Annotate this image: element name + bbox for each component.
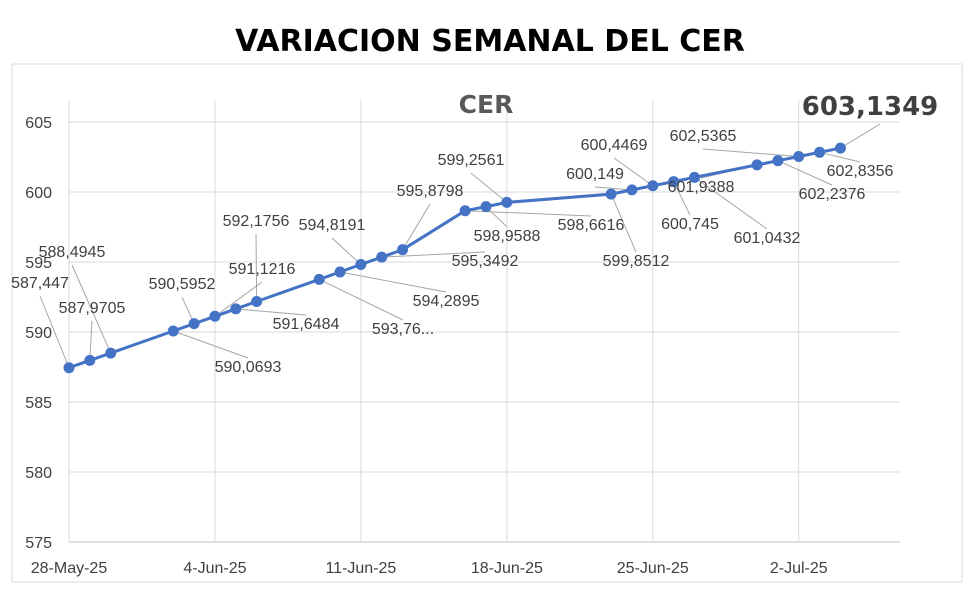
data-point — [772, 155, 784, 167]
data-label: 602,8356 — [827, 163, 894, 180]
data-point — [230, 303, 242, 315]
leader-line — [819, 151, 861, 163]
data-label: 599,8512 — [603, 253, 670, 270]
y-tick-label: 580 — [25, 465, 52, 482]
data-label: 591,6484 — [273, 316, 340, 333]
x-tick-label: 11-Jun-25 — [325, 560, 396, 577]
data-point — [334, 266, 346, 278]
leader-line — [694, 176, 768, 230]
y-tick-label: 575 — [25, 535, 52, 552]
data-point — [63, 362, 75, 374]
series-cer — [63, 142, 846, 374]
data-label: 591,1216 — [229, 261, 296, 278]
x-tick-label: 4-Jun-25 — [183, 560, 246, 577]
data-labels: 587,447 587,9705 588,4945 590,0693 590,5952 5… — [11, 128, 893, 376]
data-label: 600,745 — [661, 216, 719, 233]
data-label: 602,2376 — [799, 186, 866, 203]
leader-line-last — [840, 123, 881, 149]
data-label: 590,5952 — [149, 276, 216, 293]
data-point — [397, 244, 409, 256]
data-label: 592,1756 — [223, 213, 290, 230]
x-tick-label: 25-Jun-25 — [617, 560, 689, 577]
data-point — [626, 184, 638, 196]
data-point — [313, 273, 325, 285]
data-point — [689, 171, 700, 183]
data-label: 593,76... — [372, 321, 434, 338]
leader-line — [214, 281, 263, 317]
data-point — [647, 180, 659, 192]
data-label: 601,9388 — [668, 179, 735, 196]
data-label: 587,447 — [11, 275, 69, 292]
data-point — [814, 146, 826, 158]
data-point — [355, 259, 367, 271]
leader-line — [381, 251, 486, 258]
leader-line — [255, 233, 258, 302]
data-point — [751, 159, 763, 171]
data-label: 590,0693 — [215, 359, 282, 376]
leader-line — [89, 320, 93, 361]
data-point — [480, 201, 492, 213]
data-label: 598,9588 — [474, 228, 541, 245]
y-tick-label: 600 — [25, 185, 52, 202]
data-point — [793, 150, 805, 162]
data-point — [84, 354, 96, 366]
chart-area-frame — [11, 63, 963, 583]
data-label: 602,5365 — [670, 128, 737, 145]
data-point — [105, 347, 117, 359]
leader-line — [470, 172, 508, 203]
data-point — [209, 310, 221, 322]
data-label: 594,8191 — [299, 217, 366, 234]
data-label: 600,149 — [566, 166, 624, 183]
leader-line — [702, 148, 799, 157]
data-label: 601,0432 — [734, 230, 801, 247]
data-point — [605, 188, 617, 200]
data-point — [188, 318, 200, 330]
data-label: 588,4945 — [39, 244, 106, 261]
leader-line — [71, 264, 112, 354]
data-label: 595,3492 — [452, 253, 519, 270]
x-tick-label: 2-Jul-25 — [770, 560, 828, 577]
leader-line — [39, 295, 70, 368]
y-tick-label: 585 — [25, 395, 52, 412]
data-point — [167, 325, 179, 337]
leader-line — [173, 330, 249, 359]
leader-line — [610, 193, 637, 253]
y-tick-label: 590 — [25, 325, 52, 342]
data-point — [501, 196, 513, 208]
data-label: 594,2895 — [413, 293, 480, 310]
data-point — [376, 251, 388, 263]
leader-line — [673, 181, 691, 216]
last-value-label: 603,1349 — [802, 92, 939, 122]
data-point — [251, 296, 263, 308]
leader-line — [594, 186, 632, 191]
y-axis-tick-labels: 575 580 585 590 595 600 605 — [25, 115, 52, 552]
x-tick-label: 28-May-25 — [31, 560, 108, 577]
leader-line — [235, 308, 307, 316]
leader-line — [339, 271, 447, 293]
leader-line — [331, 237, 362, 265]
data-point — [834, 142, 846, 154]
leader-line — [402, 203, 431, 250]
chart-title: CER — [459, 90, 514, 119]
data-label: 595,8798 — [397, 183, 464, 200]
x-axis-tick-labels: 28-May-25 4-Jun-25 11-Jun-25 18-Jun-25 25-Ju… — [31, 560, 828, 577]
y-tick-label: 595 — [25, 255, 52, 272]
data-label: 600,4469 — [581, 137, 648, 154]
leader-line — [318, 278, 404, 321]
data-point — [668, 176, 680, 188]
y-tick-label: 605 — [25, 115, 52, 132]
page-title: VARIACION SEMANAL DEL CER — [235, 24, 745, 59]
leader-line — [777, 160, 833, 186]
data-label: 599,2561 — [438, 152, 505, 169]
leader-line — [613, 157, 654, 187]
data-point — [459, 205, 471, 217]
data-label: 587,9705 — [59, 300, 126, 317]
x-tick-label: 18-Jun-25 — [471, 560, 543, 577]
data-label: 598,6616 — [558, 217, 625, 234]
